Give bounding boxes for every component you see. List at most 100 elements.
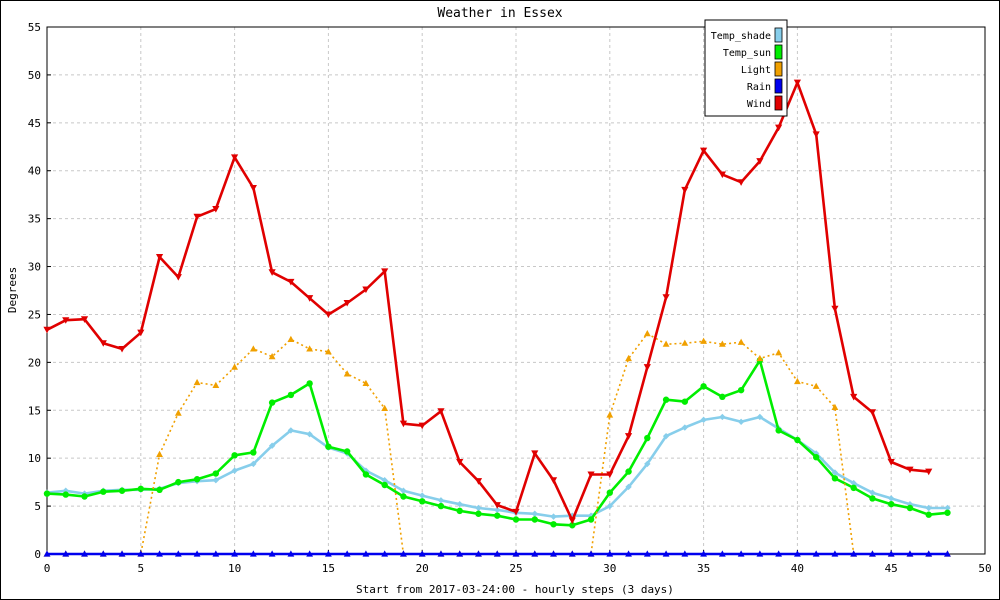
data-point-temp-sun [869,495,876,502]
series-line-light [47,332,948,555]
data-point-wind [531,450,539,457]
legend-label-light: Light [741,65,771,76]
data-point-temp-sun [794,436,801,444]
data-point-temp-sun [343,448,351,455]
data-point-wind [925,468,933,476]
series-line-wind [46,81,929,522]
data-point-temp-sun [381,481,388,489]
data-point-light [606,411,614,418]
data-point-temp-sun [719,393,726,401]
data-point-temp-sun [100,488,107,495]
data-point-temp-shade [250,460,257,468]
data-point-rain [925,550,933,557]
legend-label-temp-sun: Temp_sun [723,48,771,59]
data-point-rain [718,550,726,557]
data-point-temp-shade [381,477,388,484]
data-point-temp-sun [325,443,332,450]
data-point-temp-sun [944,509,951,516]
x-tick-label: 40 [791,562,804,575]
data-point-light [325,348,332,355]
data-point-wind [43,326,51,334]
data-point-temp-sun [231,452,238,459]
data-point-temp-sun [531,516,538,523]
data-point-temp-sun [925,511,932,518]
data-point-rain [306,550,314,557]
data-point-rain [587,550,595,557]
data-point-temp-shade [662,432,670,440]
data-point-rain [662,550,670,557]
data-point-temp-sun [906,504,914,512]
y-tick-label: 0 [34,548,41,561]
x-tick-label: 5 [137,562,144,575]
legend-label-temp-shade: Temp_shade [711,31,771,42]
data-point-temp-shade [944,504,951,512]
data-point-rain [512,550,520,557]
data-point-temp-shade [756,413,764,421]
data-point-temp-shade [287,427,295,434]
x-tick-label: 45 [885,562,898,575]
data-point-light [343,370,351,377]
data-point-temp-sun [306,380,313,387]
data-point-light [794,377,801,385]
data-point-wind [362,286,370,294]
data-point-wind [474,478,483,485]
x-axis-label: Start from 2017-03-24:00 - hourly steps … [356,583,674,596]
data-point-temp-sun [850,484,857,492]
data-point-wind [737,179,745,186]
data-point-temp-sun [193,476,201,483]
x-tick-label: 10 [228,562,241,575]
data-point-temp-sun [494,512,501,519]
data-point-rain [456,550,464,557]
data-point-rain [493,550,501,557]
data-point-light [193,378,201,386]
data-point-temp-shade [306,431,313,438]
data-point-temp-shade [268,442,276,449]
data-point-temp-shade [869,489,876,496]
data-point-temp-shade [531,510,538,517]
data-point-wind [456,459,464,466]
data-point-temp-shade [437,497,445,504]
data-point-rain [850,550,858,557]
data-point-temp-shade [606,502,613,510]
y-tick-label: 35 [28,213,41,226]
data-point-temp-shade [400,487,407,494]
data-point-temp-sun [62,491,69,498]
y-tick-label: 50 [28,69,41,82]
x-tick-label: 35 [697,562,710,575]
data-point-rain [118,550,126,557]
data-point-temp-sun [419,498,426,505]
data-point-rain [643,550,651,557]
data-point-temp-sun [681,398,689,405]
data-point-wind [62,317,70,324]
data-point-temp-sun [662,396,670,403]
data-point-wind [137,329,145,337]
data-point-rain [137,550,145,557]
data-point-wind [643,364,651,371]
data-point-temp-sun [43,490,51,497]
data-point-rain [99,550,107,557]
data-point-wind [662,294,670,301]
data-point-temp-sun [775,427,782,434]
data-point-wind [418,422,426,430]
data-point-temp-sun [400,493,407,500]
data-point-wind [512,508,520,516]
y-tick-label: 30 [28,261,41,274]
data-point-rain [362,550,370,557]
data-point-light [268,353,276,360]
data-point-rain [775,550,783,557]
data-point-rain [418,550,426,557]
data-point-rain [737,550,745,557]
y-tick-label: 15 [28,404,41,417]
y-tick-label: 40 [28,165,41,178]
data-point-wind [381,268,389,275]
series-wind [43,79,933,525]
data-point-wind [174,274,182,281]
data-point-light [718,340,726,347]
data-point-temp-sun [437,502,445,510]
data-point-wind [231,154,239,161]
legend-swatch-temp-sun [774,44,783,60]
data-point-wind [99,340,107,347]
data-point-rain [887,550,895,557]
data-point-temp-shade [419,492,426,499]
data-point-wind [718,171,726,179]
